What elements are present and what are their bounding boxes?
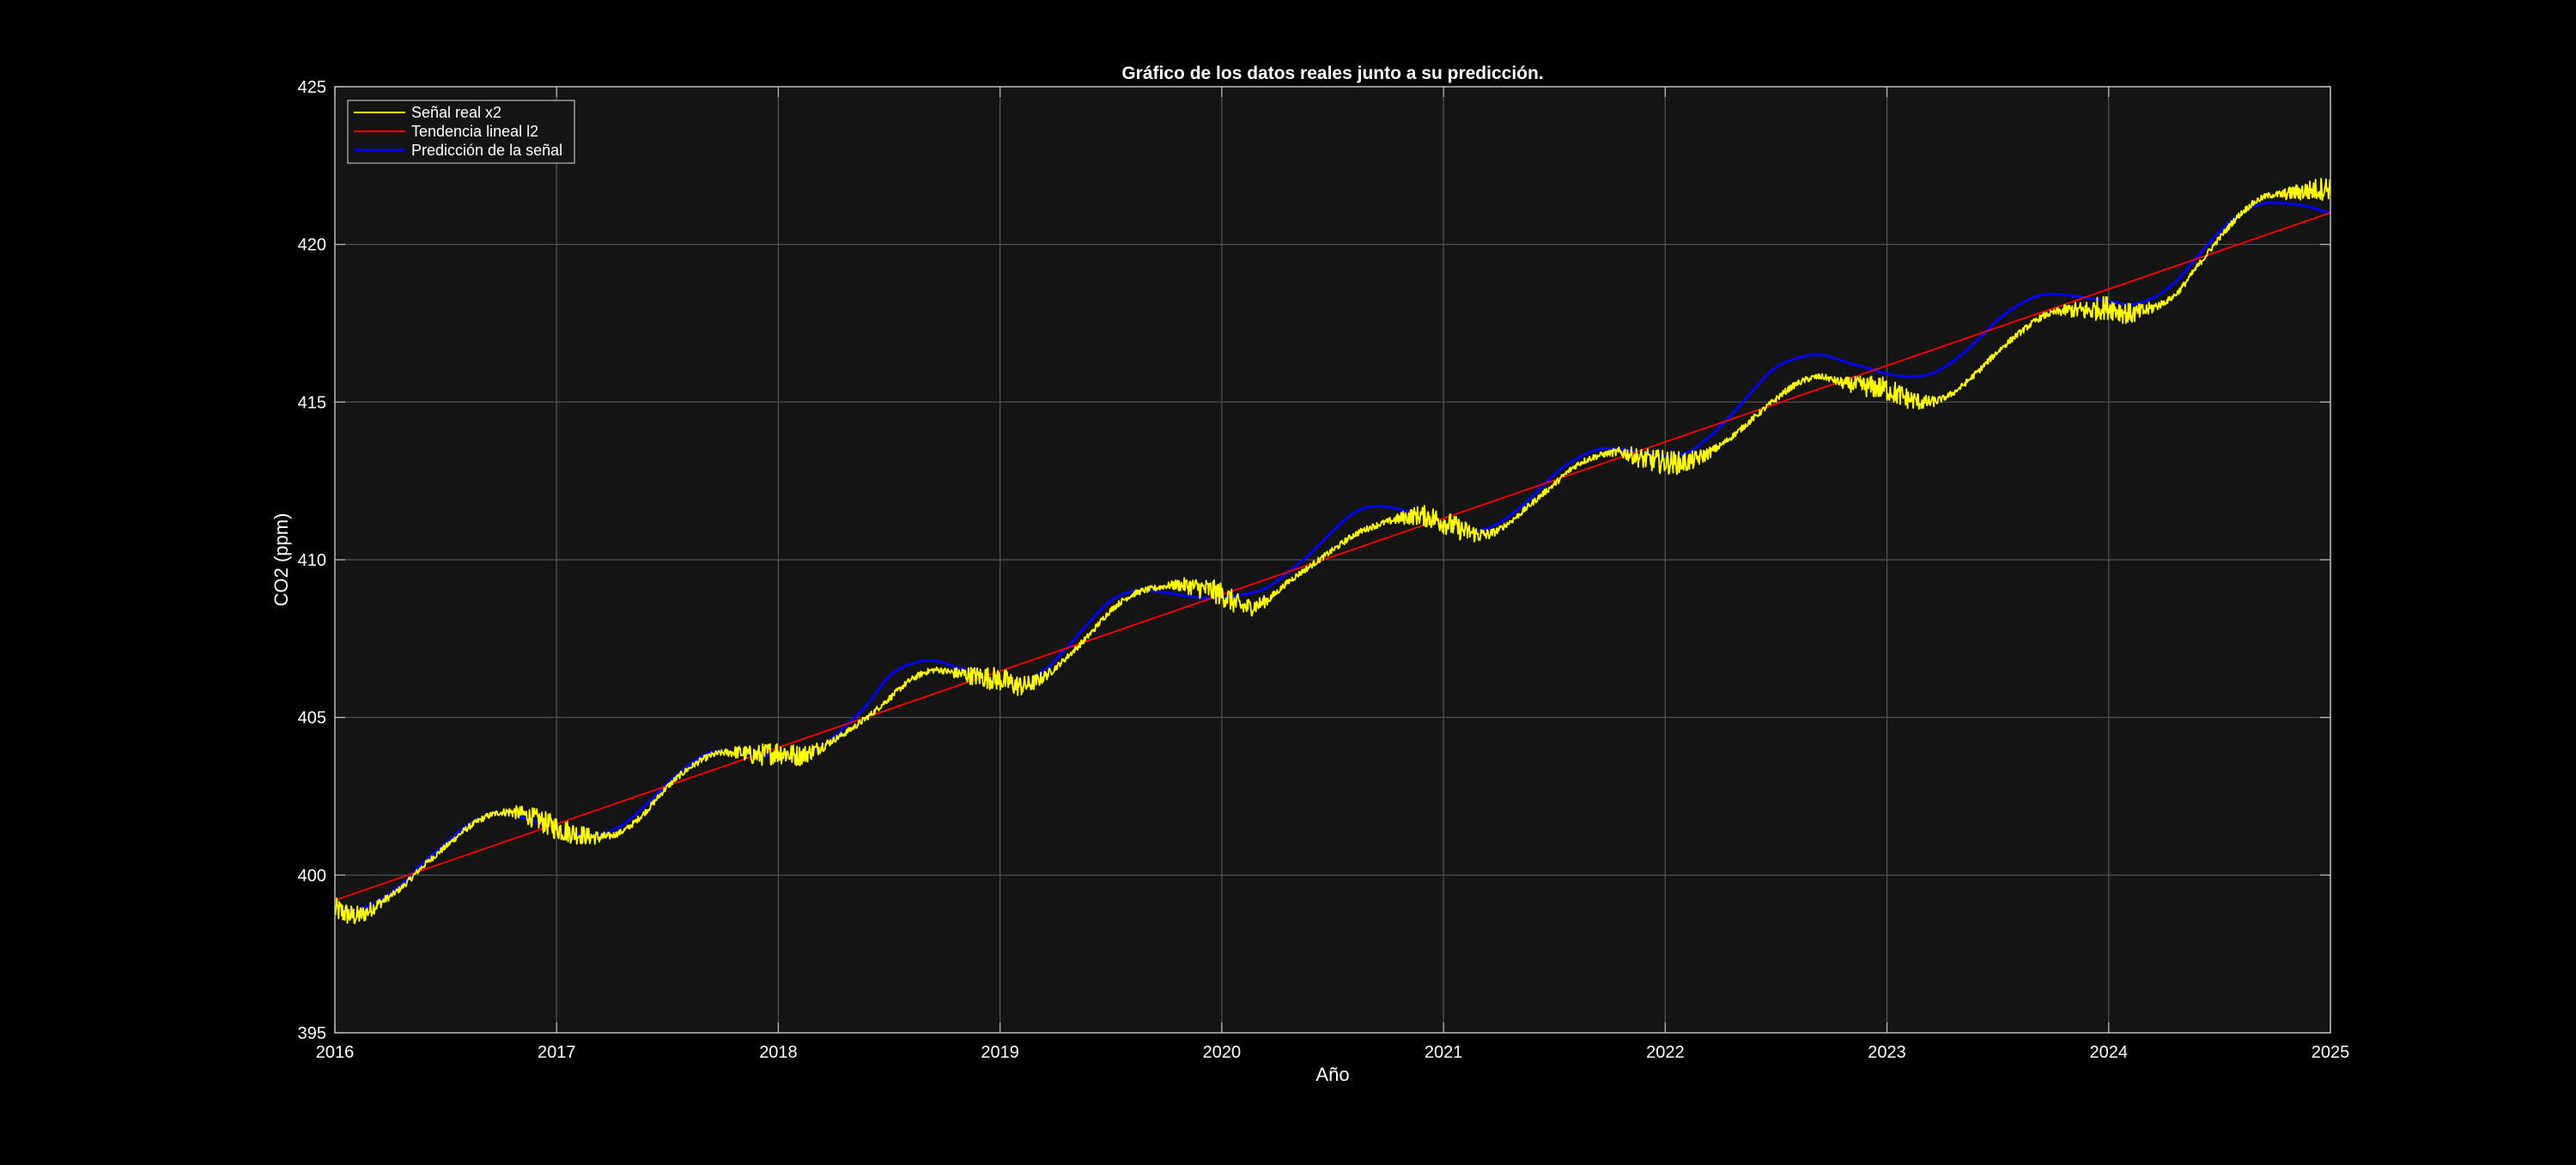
y-tick-label: 405 <box>298 709 326 728</box>
legend-label-trend: Tendencia lineal l2 <box>411 123 538 140</box>
y-tick-label: 420 <box>298 236 326 255</box>
y-tick-label: 410 <box>298 551 326 570</box>
series-layer <box>334 178 2331 925</box>
x-tick-label: 2020 <box>1203 1043 1242 1062</box>
y-tick-label: 425 <box>298 78 326 97</box>
legend-label-prediction: Predicción de la señal <box>411 142 562 159</box>
x-tick-label: 2017 <box>538 1043 576 1062</box>
x-tick-label: 2023 <box>1868 1043 1906 1062</box>
y-tick-label: 400 <box>298 866 326 885</box>
tick-labels: 2016 2017 2018 2019 2020 2021 2022 2023 2024 2025… <box>298 78 2350 1062</box>
x-tick-label: 2024 <box>2090 1043 2129 1062</box>
chart-title: Gráfico de los datos reales junto a su p… <box>1121 64 1543 83</box>
y-axis-label: CO2 (ppm) <box>270 513 292 607</box>
y-tick-label: 395 <box>298 1024 326 1043</box>
series-real-signal-line <box>334 178 2331 925</box>
axis-ticks <box>334 86 2331 1034</box>
x-tick-label: 2025 <box>2312 1043 2350 1062</box>
x-tick-label: 2016 <box>316 1043 355 1062</box>
x-tick-label: 2018 <box>759 1043 798 1062</box>
x-tick-label: 2021 <box>1425 1043 1463 1062</box>
legend: Señal real x2 Tendencia lineal l2 Predic… <box>347 100 575 164</box>
series-prediction-line <box>334 201 2331 912</box>
grid-lines <box>335 87 2330 1033</box>
y-tick-label: 415 <box>298 393 326 412</box>
legend-label-real: Señal real x2 <box>411 104 501 121</box>
x-tick-label: 2022 <box>1646 1043 1685 1062</box>
x-tick-label: 2019 <box>981 1043 1019 1062</box>
x-axis-label: Año <box>1315 1064 1349 1085</box>
